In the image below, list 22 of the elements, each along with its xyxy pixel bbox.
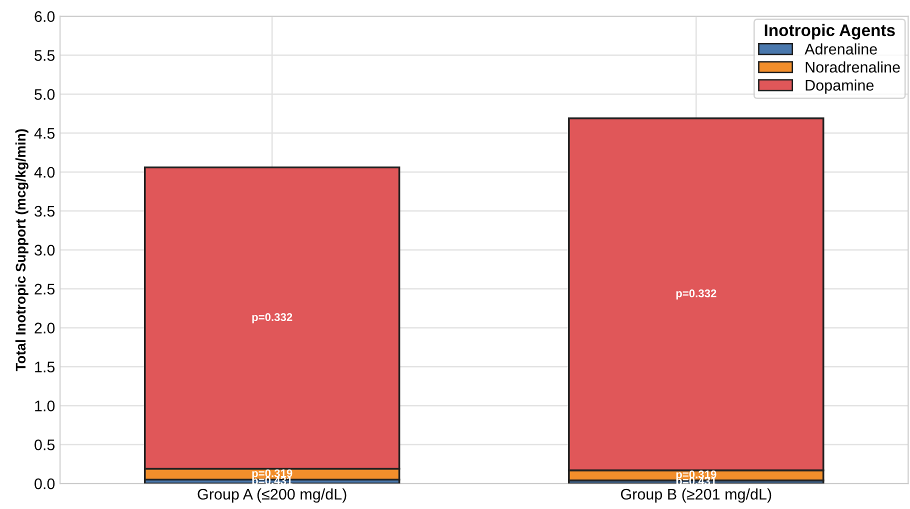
legend-title: Inotropic Agents [764,24,895,40]
y-tick-label: 0.0 [34,478,55,490]
y-axis-title: Total Inotropic Support (mcg/kg/min) [15,129,28,372]
y-tick-label: 1.5 [35,362,55,372]
x-tick-label: Group A (≤200 mg/dL) [198,488,346,503]
y-tick-label: 2.0 [34,322,55,334]
y-tick-label: 4.0 [34,166,55,178]
y-tick-label: 2.5 [34,284,55,295]
legend-label: Adrenaline [804,43,877,55]
y-tick-label: 4.5 [34,128,55,139]
x-tick-label: Group B (≥201 mg/dL) [620,488,772,503]
y-tick-label: 6.0 [34,11,55,22]
y-tick-label: 5.5 [34,50,55,61]
annotation: p=0.332 [676,289,716,300]
legend-label: Noradrenaline [806,61,900,73]
y-tick-label: 3.0 [34,244,55,256]
y-tick-label: 1.0 [35,400,55,412]
y-tick-label: 0.5 [34,439,55,450]
annotation: p=0.332 [252,313,292,324]
y-tick-label: 3.5 [34,206,55,217]
legend-label: Dopamine [806,79,874,94]
y-tick-label: 5.0 [34,89,55,100]
